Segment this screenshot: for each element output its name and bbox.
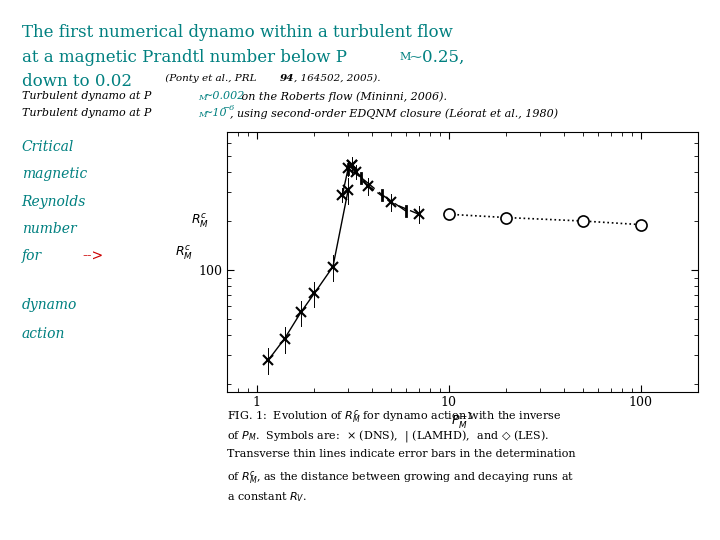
Text: ~0.002: ~0.002: [204, 91, 245, 102]
Text: FIG. 1:  Evolution of $R_M^c$ for dynamo action with the inverse: FIG. 1: Evolution of $R_M^c$ for dynamo …: [227, 408, 561, 424]
Text: −6: −6: [222, 104, 234, 112]
Text: for: for: [22, 249, 42, 264]
Text: a constant $R_V$.: a constant $R_V$.: [227, 490, 307, 504]
Text: (Ponty et al., PRL: (Ponty et al., PRL: [162, 74, 260, 83]
Text: ~0.25,: ~0.25,: [408, 49, 464, 65]
Text: Reynolds: Reynolds: [22, 195, 86, 210]
Text: 94: 94: [279, 74, 294, 83]
Text: ~10: ~10: [204, 108, 228, 118]
Text: action: action: [22, 327, 65, 341]
Text: -->: -->: [83, 249, 104, 264]
Text: Transverse thin lines indicate error bars in the determination: Transverse thin lines indicate error bar…: [227, 449, 575, 459]
Text: of $P_M$.  Symbols are:  × (DNS),  | (LAMHD),  and ◇ (LES).: of $P_M$. Symbols are: × (DNS), | (LAMHD…: [227, 428, 549, 444]
Text: down to 0.02: down to 0.02: [22, 73, 132, 90]
Text: M: M: [400, 52, 411, 62]
Text: at a magnetic Prandtl number below P: at a magnetic Prandtl number below P: [22, 49, 346, 65]
Text: dynamo: dynamo: [22, 298, 77, 312]
Text: The first numerical dynamo within a turbulent flow: The first numerical dynamo within a turb…: [22, 24, 452, 41]
Text: M: M: [198, 94, 207, 102]
Text: magnetic: magnetic: [22, 167, 87, 181]
Text: , 164502, 2005).: , 164502, 2005).: [294, 74, 380, 83]
Text: Turbulent dynamo at P: Turbulent dynamo at P: [22, 108, 151, 118]
Text: on the Roberts flow (Mininni, 2006).: on the Roberts flow (Mininni, 2006).: [238, 91, 446, 102]
Text: , using second-order EDQNM closure (Léorat et al., 1980): , using second-order EDQNM closure (Léor…: [230, 108, 559, 119]
Text: $R_M^c$: $R_M^c$: [191, 213, 209, 230]
X-axis label: $P_M^{-1}$: $P_M^{-1}$: [451, 412, 474, 432]
Text: Turbulent dynamo at P: Turbulent dynamo at P: [22, 91, 151, 102]
Text: of $R_M^c$, as the distance between growing and decaying runs at: of $R_M^c$, as the distance between grow…: [227, 469, 574, 486]
Text: number: number: [22, 222, 76, 237]
Text: Critical: Critical: [22, 140, 74, 154]
Y-axis label: $R_M^c$: $R_M^c$: [175, 245, 193, 262]
Text: M: M: [198, 111, 207, 119]
